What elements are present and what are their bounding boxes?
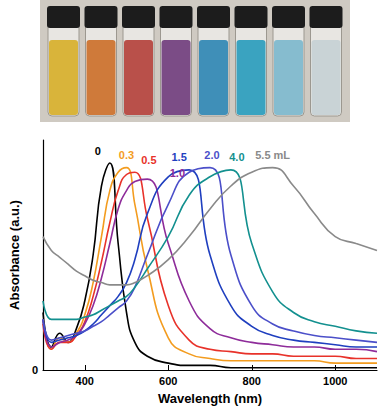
svg-text:0.5: 0.5 xyxy=(141,154,156,166)
svg-text:5.5 mL: 5.5 mL xyxy=(255,149,290,161)
svg-text:1.0: 1.0 xyxy=(170,167,185,179)
svg-text:2.0: 2.0 xyxy=(204,149,219,161)
svg-text:4.0: 4.0 xyxy=(229,151,244,163)
svg-text:1.5: 1.5 xyxy=(171,151,186,163)
svg-text:400: 400 xyxy=(76,375,94,387)
svg-text:0: 0 xyxy=(95,145,101,157)
svg-text:600: 600 xyxy=(159,375,177,387)
svg-text:1000: 1000 xyxy=(323,375,347,387)
svg-text:Wavelength (nm): Wavelength (nm) xyxy=(158,391,262,406)
svg-text:0.3: 0.3 xyxy=(119,149,134,161)
svg-text:Absorbance (a.u.): Absorbance (a.u.) xyxy=(7,200,22,310)
svg-text:0: 0 xyxy=(32,364,38,376)
svg-text:800: 800 xyxy=(243,375,261,387)
